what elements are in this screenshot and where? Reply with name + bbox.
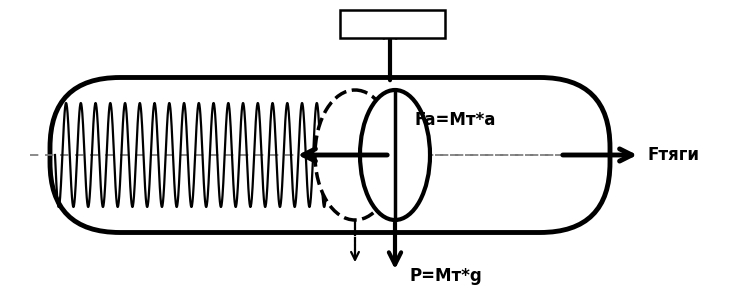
Ellipse shape xyxy=(315,90,395,220)
Text: Fa=Мт*a: Fa=Мт*a xyxy=(415,111,497,129)
FancyBboxPatch shape xyxy=(50,77,610,233)
Ellipse shape xyxy=(360,90,430,220)
Bar xyxy=(340,10,445,38)
Text: P=Мт*g: P=Мт*g xyxy=(410,267,482,285)
Text: Fтяги: Fтяги xyxy=(648,146,700,164)
